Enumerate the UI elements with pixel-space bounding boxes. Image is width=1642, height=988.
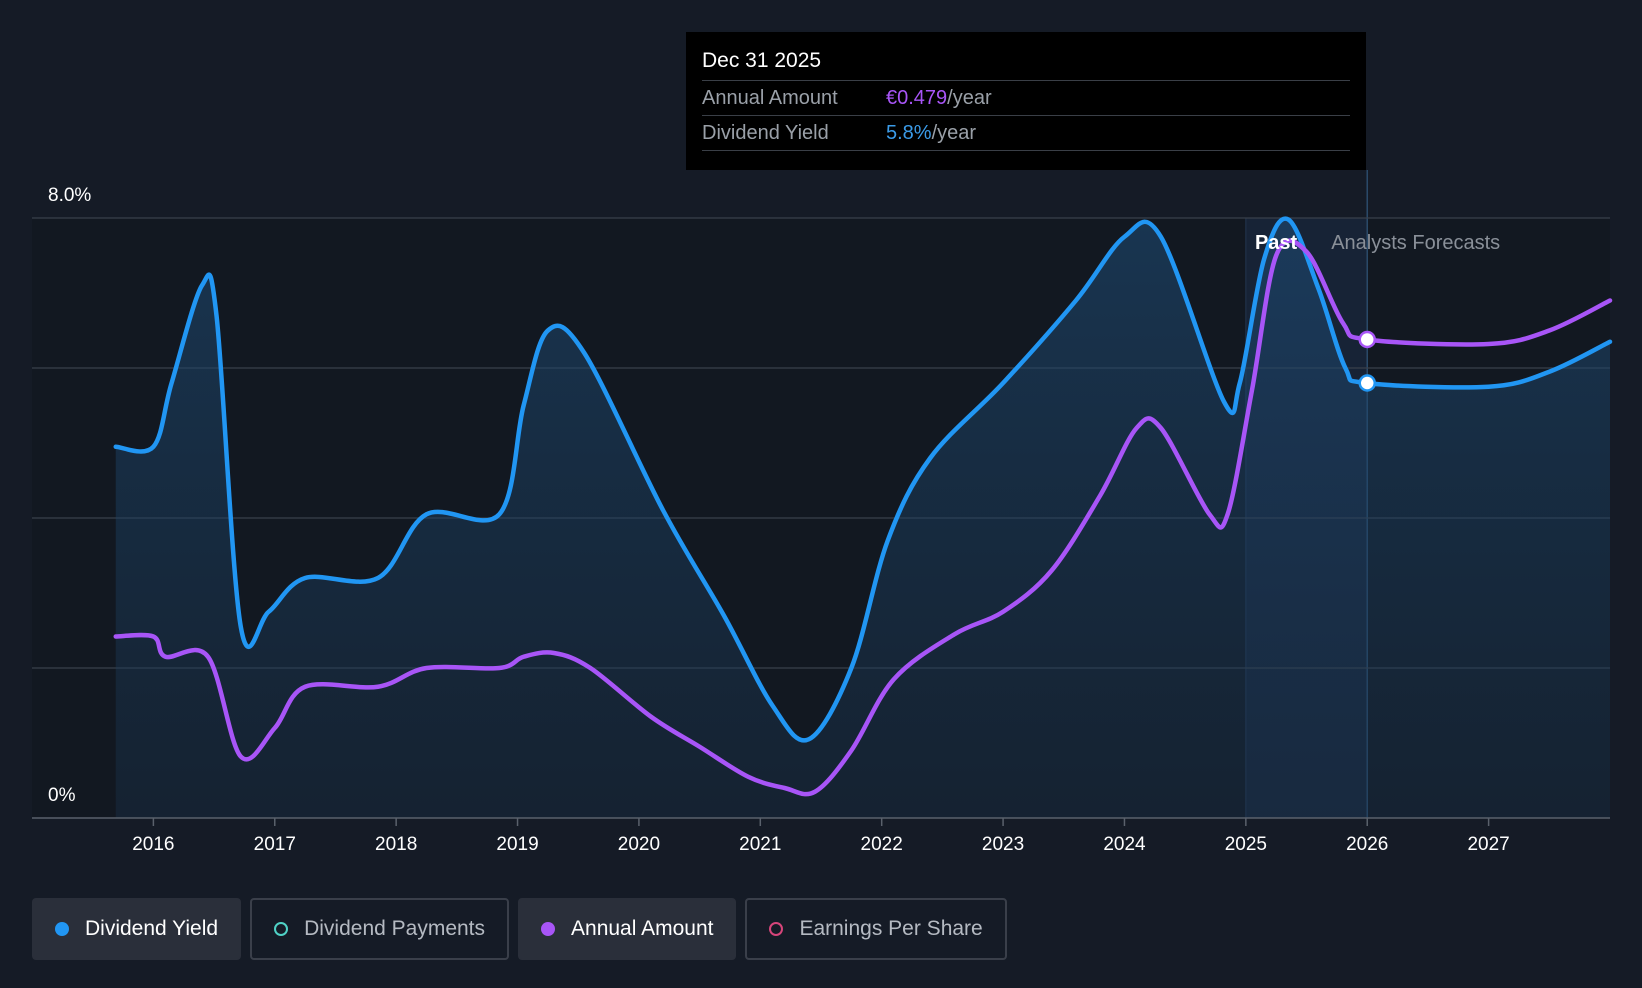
x-tick-label: 2017	[254, 834, 296, 855]
y-tick-label: 0%	[48, 785, 76, 806]
tooltip-label: Dividend Yield	[702, 122, 829, 144]
legend: Dividend Yield Dividend Payments Annual …	[32, 898, 1007, 960]
x-tick-label: 2022	[861, 834, 903, 855]
legend-earnings-per-share[interactable]: Earnings Per Share	[745, 898, 1007, 960]
x-tick-label: 2021	[739, 834, 781, 855]
annual-amount-marker	[1358, 330, 1376, 349]
x-tick-label: 2016	[132, 834, 174, 855]
legend-dot-icon	[541, 922, 556, 936]
legend-label: Dividend Yield	[85, 917, 219, 940]
x-tick-label: 2019	[496, 834, 538, 855]
legend-dot-icon	[274, 922, 289, 936]
legend-dot-icon	[55, 922, 69, 936]
tooltip-date: Dec 31 2025	[702, 46, 1350, 81]
dividend-yield-line	[113, 216, 1613, 743]
tooltip-suffix: /year	[931, 122, 977, 144]
dividend-yield-marker	[1358, 374, 1376, 392]
tooltip-row-annual-amount: Annual Amount €0.479 /year	[702, 81, 1350, 116]
legend-label: Earnings Per Share	[799, 917, 983, 940]
forecast-label: Analysts Forecasts	[1331, 232, 1500, 254]
annual-amount-line	[113, 238, 1613, 797]
x-tick-label: 2027	[1467, 834, 1509, 855]
y-tick-label: 8.0%	[48, 185, 91, 206]
legend-dot-icon	[769, 922, 784, 936]
x-tick-label: 2023	[982, 834, 1024, 855]
tooltip: Dec 31 2025 Annual Amount €0.479 /year D…	[686, 32, 1366, 170]
tooltip-label: Annual Amount	[702, 87, 838, 109]
tooltip-row-dividend-yield: Dividend Yield 5.8% /year	[702, 116, 1350, 151]
past-label: Past	[1255, 232, 1298, 254]
y-axis: 8.0% 0%	[48, 185, 91, 806]
x-axis: 2016 2017 2018 2019 2020 2021 2022 2023 2024 2025…	[132, 818, 1510, 855]
legend-label: Annual Amount	[571, 917, 714, 940]
x-tick-label: 2024	[1103, 834, 1146, 855]
x-tick-label: 2018	[375, 834, 417, 855]
x-tick-label: 2025	[1225, 834, 1267, 855]
legend-label: Dividend Payments	[304, 917, 486, 940]
legend-dividend-payments[interactable]: Dividend Payments	[250, 898, 510, 960]
legend-dividend-yield[interactable]: Dividend Yield	[32, 898, 242, 960]
tooltip-suffix: /year	[947, 87, 992, 109]
highlight-markers	[1358, 330, 1376, 392]
series-lines	[113, 216, 1613, 797]
tooltip-value: 5.8%	[886, 122, 932, 144]
x-tick-label: 2020	[618, 834, 660, 855]
tooltip-value: €0.479	[886, 87, 948, 109]
x-tick-label: 2026	[1346, 834, 1388, 855]
legend-annual-amount[interactable]: Annual Amount	[518, 898, 737, 960]
